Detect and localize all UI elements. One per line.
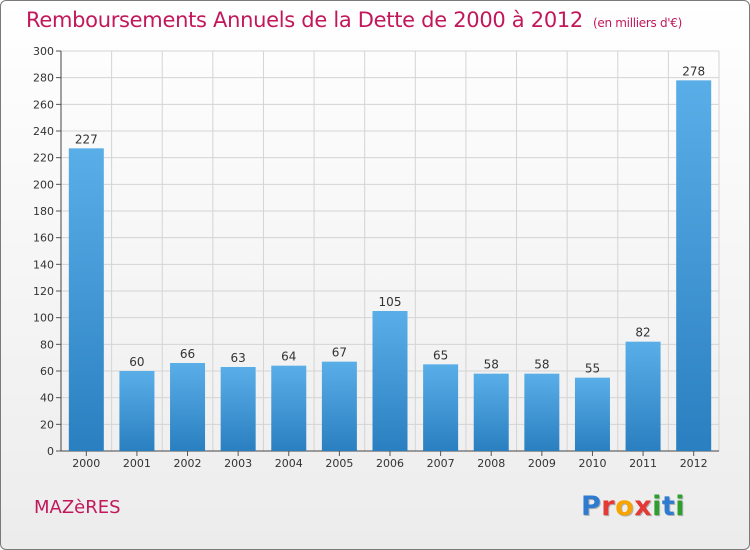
y-tick-label: 140 bbox=[33, 258, 54, 271]
data-label: 55 bbox=[585, 362, 600, 376]
data-label: 63 bbox=[231, 351, 246, 365]
bar-2005 bbox=[321, 361, 357, 451]
bar-2008 bbox=[473, 373, 509, 451]
bar-2003 bbox=[220, 367, 256, 451]
x-tick-label: 2011 bbox=[629, 457, 657, 470]
logo-letter: t bbox=[661, 491, 676, 522]
data-label: 278 bbox=[682, 64, 705, 78]
data-label: 82 bbox=[635, 326, 650, 340]
bar-layer bbox=[68, 80, 712, 452]
y-tick-label: 100 bbox=[33, 312, 54, 325]
y-tick-label: 220 bbox=[33, 152, 54, 165]
x-tick-label: 2004 bbox=[275, 457, 303, 470]
data-label: 66 bbox=[180, 347, 195, 361]
bar-2010 bbox=[574, 377, 610, 451]
data-label: 60 bbox=[129, 355, 144, 369]
data-label: 227 bbox=[75, 132, 98, 146]
y-tick-label: 240 bbox=[33, 125, 54, 138]
x-tick-label: 2010 bbox=[578, 457, 606, 470]
y-tick-label: 180 bbox=[33, 205, 54, 218]
bar-2004 bbox=[271, 365, 307, 451]
title-text: Remboursements Annuels de la Dette de 20… bbox=[26, 8, 583, 32]
x-tick-label: 2003 bbox=[224, 457, 252, 470]
x-tick-label: 2006 bbox=[376, 457, 404, 470]
bar-2002 bbox=[170, 363, 206, 451]
x-tick-label: 2007 bbox=[427, 457, 455, 470]
logo-letter: r bbox=[601, 491, 616, 522]
bar-2006 bbox=[372, 311, 408, 451]
logo-letter: P bbox=[581, 491, 602, 522]
x-tick-label: 2012 bbox=[680, 457, 708, 470]
x-tick-label: 2000 bbox=[72, 457, 100, 470]
x-tick-label: 2005 bbox=[325, 457, 353, 470]
label-layer: 0 20 40 60 80 100 120 140 160 180 200 220 240 260 280 3… bbox=[33, 45, 708, 470]
data-label: 64 bbox=[281, 350, 296, 364]
logo-letter: x bbox=[634, 491, 653, 522]
y-tick-label: 20 bbox=[40, 418, 54, 431]
data-label: 105 bbox=[379, 295, 402, 309]
y-tick-label: 40 bbox=[40, 392, 54, 405]
data-label: 67 bbox=[332, 346, 347, 360]
data-label: 65 bbox=[433, 348, 448, 362]
commune-name: MAZèRES bbox=[34, 497, 121, 518]
bar-2009 bbox=[524, 373, 560, 451]
y-tick-label: 200 bbox=[33, 178, 54, 191]
y-tick-label: 300 bbox=[33, 45, 54, 58]
data-label: 58 bbox=[534, 358, 549, 372]
y-tick-label: 280 bbox=[33, 72, 54, 85]
bar-2000 bbox=[68, 148, 104, 452]
y-tick-label: 80 bbox=[40, 338, 54, 351]
y-tick-label: 160 bbox=[33, 232, 54, 245]
bar-2012 bbox=[676, 80, 712, 451]
y-tick-label: 120 bbox=[33, 285, 54, 298]
y-tick-label: 60 bbox=[40, 365, 54, 378]
bar-2011 bbox=[625, 341, 661, 451]
unit-label: (en milliers d'€) bbox=[593, 16, 683, 30]
bar-2001 bbox=[119, 371, 155, 451]
y-tick-label: 0 bbox=[47, 445, 54, 458]
bar-2007 bbox=[423, 364, 459, 451]
x-tick-label: 2002 bbox=[174, 457, 202, 470]
logo-letter: i bbox=[675, 491, 686, 522]
y-tick-label: 260 bbox=[33, 98, 54, 111]
proxiti-logo: Proxiti bbox=[581, 491, 685, 522]
x-tick-label: 2001 bbox=[123, 457, 151, 470]
chart-title: Remboursements Annuels de la Dette de 20… bbox=[26, 8, 682, 32]
data-label: 58 bbox=[484, 358, 499, 372]
logo-letter: o bbox=[615, 491, 635, 522]
x-tick-label: 2009 bbox=[528, 457, 556, 470]
x-tick-label: 2008 bbox=[477, 457, 505, 470]
logo-letter: i bbox=[652, 491, 662, 522]
